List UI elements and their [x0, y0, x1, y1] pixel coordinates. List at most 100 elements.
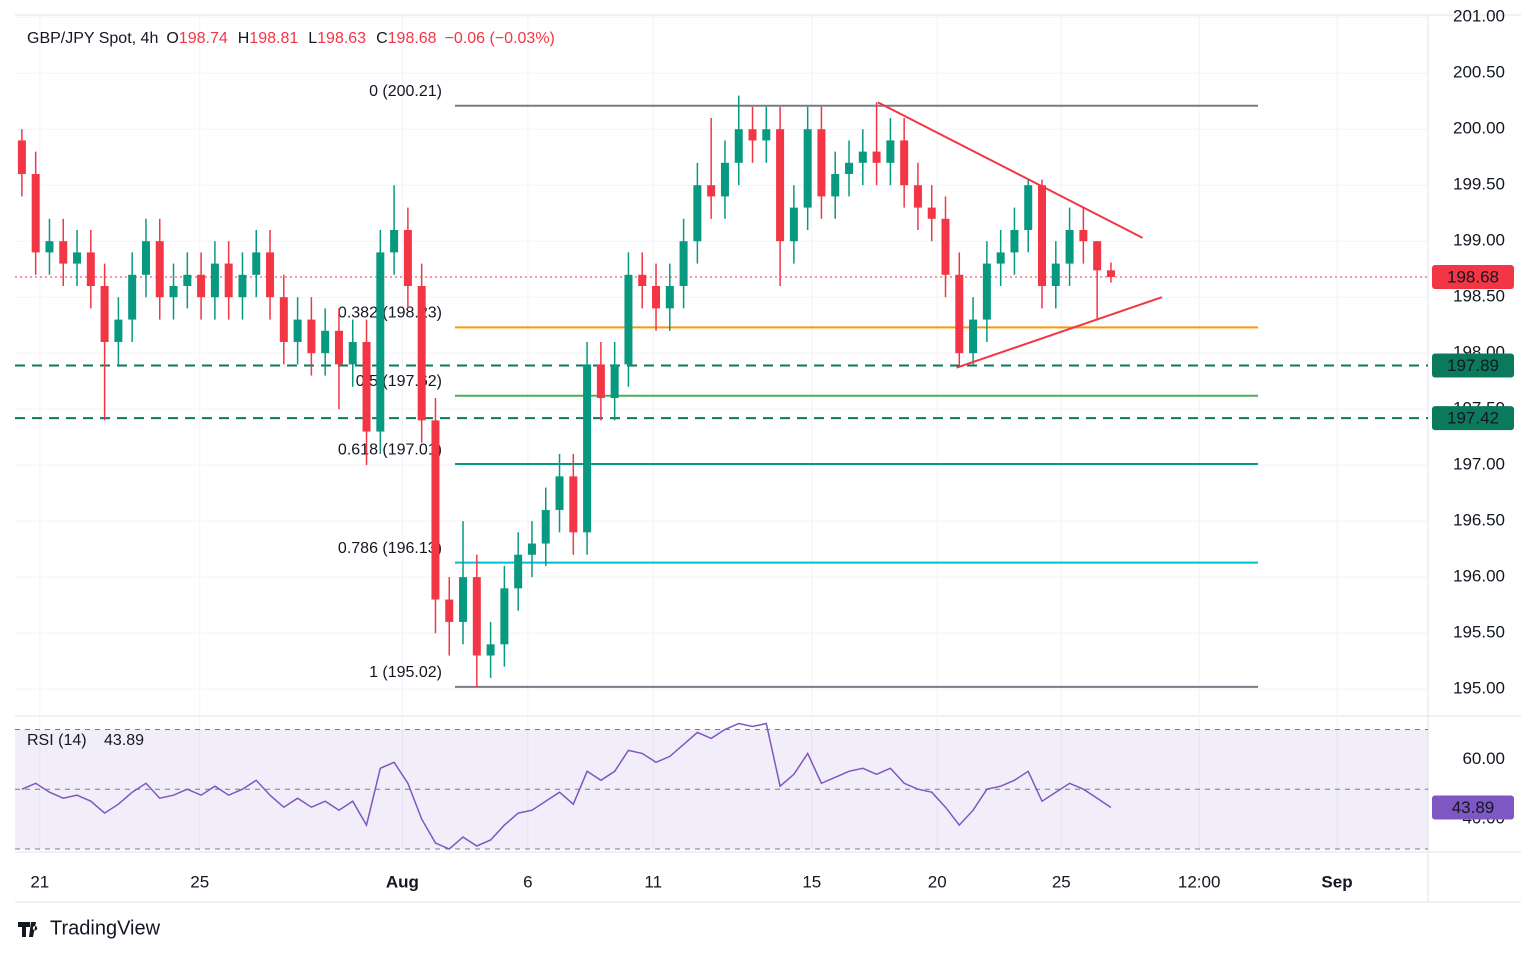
candle-body	[610, 364, 619, 398]
candle-body	[858, 151, 867, 163]
x-tick-label: 12:00	[1178, 872, 1221, 891]
candle-body	[541, 509, 550, 544]
candle-body	[803, 129, 812, 208]
plot: 195.00195.50196.00196.50197.00197.50198.…	[15, 7, 1514, 891]
candle-body	[486, 644, 495, 656]
candle-body	[210, 263, 219, 298]
candle-body	[100, 285, 109, 342]
candle-body	[762, 129, 771, 141]
ohlc-value: 198.68	[388, 30, 437, 47]
y-tick-label: 197.00	[1453, 455, 1505, 474]
candle-body	[927, 207, 936, 219]
candle-body	[1010, 230, 1019, 253]
candle-body	[1051, 263, 1060, 286]
candle-body	[141, 241, 150, 275]
candle-body	[376, 252, 385, 432]
candle-body	[431, 420, 440, 600]
fib-label: 0 (200.21)	[369, 83, 442, 100]
logo	[18, 922, 38, 937]
candle-body	[845, 162, 854, 175]
symbol: GBP/JPY Spot, 4h	[27, 30, 158, 47]
candle-body	[555, 476, 564, 510]
x-tick-label: Sep	[1321, 872, 1352, 891]
y-tick-label: 195.50	[1453, 623, 1505, 642]
candle-body	[362, 341, 371, 432]
candle-body	[679, 241, 688, 286]
candle-body	[459, 577, 468, 622]
fib-label: 0.618 (197.01)	[338, 441, 442, 458]
candle-body	[665, 285, 674, 309]
y-tick-label: 195.00	[1453, 679, 1505, 698]
candle-body	[583, 364, 592, 533]
candle-body	[197, 274, 206, 298]
candle-body	[955, 274, 964, 354]
candle-body	[527, 543, 536, 555]
change: −0.06 (−0.03%)	[445, 30, 555, 47]
candle-body	[17, 140, 26, 175]
candle-body	[348, 341, 357, 365]
y-tick-label: 199.00	[1453, 231, 1505, 250]
x-tick-label: 15	[802, 872, 821, 891]
x-tick-label: 11	[644, 872, 662, 891]
candle-body	[334, 330, 343, 365]
candle-body	[321, 330, 330, 354]
candle-body	[624, 274, 633, 365]
candle-body	[720, 162, 729, 197]
rsi-badge-bg	[1432, 795, 1514, 820]
y-tick-label: 196.50	[1453, 511, 1505, 530]
y-tick-label: 200.50	[1453, 63, 1505, 82]
rsi-band	[15, 729, 1428, 850]
rsi-title: RSI (14)	[27, 732, 87, 749]
ohlc-label: H	[238, 30, 250, 47]
x-tick-label: 25	[1052, 872, 1071, 891]
candle-body	[652, 285, 661, 309]
candle-body	[789, 207, 798, 242]
legend-header: GBP/JPY Spot, 4h O198.74 H198.81 L198.63 C19…	[27, 30, 555, 47]
candle-body	[900, 140, 909, 186]
x-tick-label: Aug	[386, 872, 419, 891]
candle-body	[293, 319, 302, 342]
candle-body	[155, 241, 164, 298]
candle-body	[596, 364, 605, 398]
price-badge: 198.68	[1447, 268, 1499, 287]
candle-body	[969, 319, 978, 354]
candle-body	[886, 140, 895, 163]
candle-body	[224, 263, 233, 298]
rsi-badge: 43.89	[1452, 798, 1495, 817]
ohlc-label: C	[376, 30, 388, 47]
candle-body	[114, 319, 123, 342]
candle-body	[279, 297, 288, 342]
ohlc-value: 198.63	[317, 30, 366, 47]
rsi-line	[21, 722, 1112, 850]
candle-body	[1106, 270, 1115, 278]
candle-body	[417, 285, 426, 421]
candle-body	[569, 476, 578, 533]
ohlc-label: O	[166, 30, 178, 47]
fib-label: 0.786 (196.13)	[338, 540, 442, 557]
candle-body	[817, 129, 826, 197]
price-badge-bg	[1432, 265, 1514, 290]
candle-body	[693, 185, 702, 242]
y-tick-label: 196.00	[1453, 567, 1505, 586]
x-tick-label: 6	[523, 872, 532, 891]
candle-body	[514, 554, 523, 589]
y-tick-label: 198.50	[1453, 287, 1505, 306]
candle-body	[31, 174, 40, 253]
candle-body	[403, 230, 412, 286]
candle-body	[307, 319, 316, 354]
candle-body	[913, 185, 922, 208]
candle-body	[831, 174, 840, 197]
candle-body	[169, 285, 178, 298]
candle-body	[748, 129, 757, 141]
candle-body	[1065, 230, 1074, 264]
y-tick-label: 201.00	[1453, 7, 1505, 26]
candle-body	[73, 252, 82, 264]
candle-body	[238, 274, 247, 298]
candle-body	[1024, 185, 1033, 231]
y-tick-label: 200.00	[1453, 119, 1505, 138]
candle-body	[1079, 230, 1088, 242]
candle-body	[86, 252, 95, 286]
ohlc-label: L	[308, 30, 317, 47]
candle-body	[707, 185, 716, 197]
